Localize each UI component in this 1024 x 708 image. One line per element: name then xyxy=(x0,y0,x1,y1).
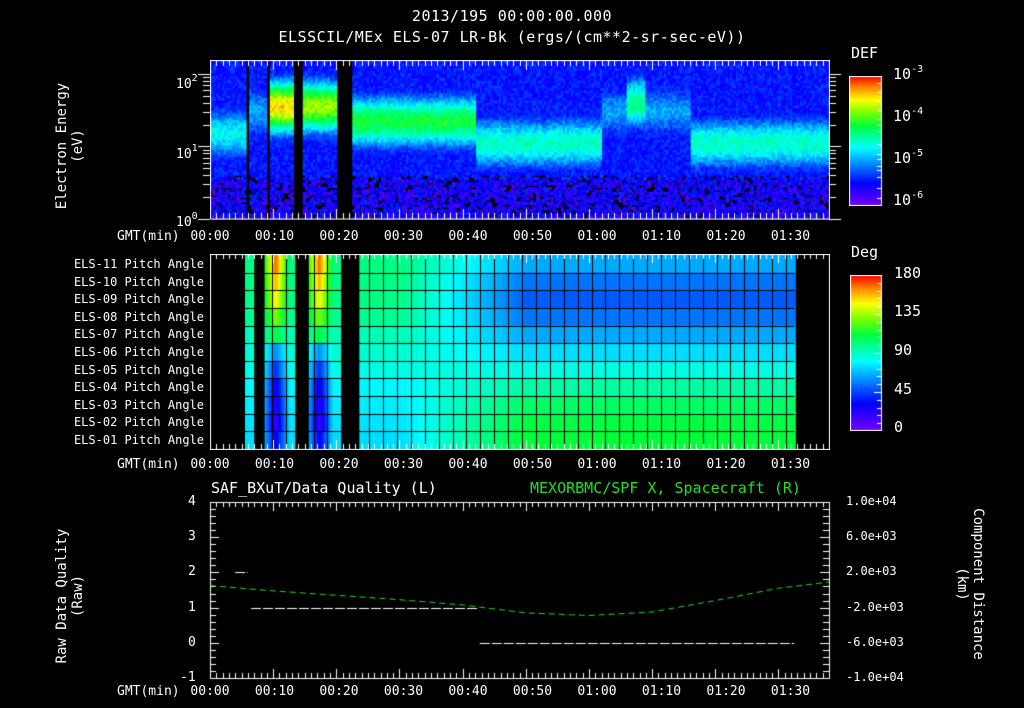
xtick-label: 00:30 xyxy=(383,684,424,699)
def-cbtick-1e-3: 10-3 xyxy=(893,64,924,83)
xtick-label: 01:00 xyxy=(577,684,617,699)
deg-colorbar xyxy=(850,275,884,431)
pitch-angle-row-label: ELS-01 Pitch Angle xyxy=(73,433,204,447)
xtick-label: 01:00 xyxy=(577,229,617,244)
def-cbtick-1e-6: 10-6 xyxy=(893,190,924,209)
energy-ylabel-line1: Electron Energy xyxy=(54,82,70,210)
deg-cbtick-135: 135 xyxy=(894,302,922,320)
data-quality-ylabel: Raw Data Quality (Raw) xyxy=(54,516,86,676)
xtick-label: 01:10 xyxy=(641,684,682,699)
data-quality-title: SAF_BXuT/Data Quality (L) xyxy=(211,479,437,497)
right-ytick-label: 2.0e+03 xyxy=(846,564,897,579)
xtick-label: 00:40 xyxy=(448,684,488,699)
xtick-label: 00:50 xyxy=(512,229,553,244)
xtick-label: 00:20 xyxy=(319,229,359,244)
component-distance-ylabel-line2: (km) xyxy=(954,567,970,601)
xtick-label: 00:00 xyxy=(190,684,230,699)
xtick-label: 01:20 xyxy=(706,684,746,699)
xtick-label: 01:30 xyxy=(770,457,811,472)
left-ytick-label: -1 xyxy=(180,670,196,685)
xtick-label: 00:40 xyxy=(448,457,488,472)
left-ytick-label: 0 xyxy=(188,634,196,650)
xtick-label: 01:20 xyxy=(706,457,746,472)
deg-colorbar-label: Deg xyxy=(851,243,879,261)
plot-date-time: 2013/195 00:00:00.000 xyxy=(411,7,613,25)
xtick-label: 00:20 xyxy=(319,457,359,472)
deg-cbtick-90: 90 xyxy=(894,341,913,359)
deg-cbtick-45: 45 xyxy=(894,380,913,398)
data-quality-ylabel-line2: (Raw) xyxy=(70,574,86,618)
right-ytick-label: 6.0e+03 xyxy=(846,529,897,544)
left-ytick-label: 4 xyxy=(188,494,196,509)
left-ytick-label: 3 xyxy=(188,529,196,545)
deg-cbtick-180: 180 xyxy=(894,264,922,282)
right-ytick-label: -6.0e+03 xyxy=(846,634,904,649)
line-xlabel: GMT(min) xyxy=(117,684,180,699)
def-colorbar-label: DEF xyxy=(851,44,879,62)
xtick-label: 00:30 xyxy=(383,457,424,472)
right-ytick-label: 1.0e+04 xyxy=(846,494,897,508)
xtick-label: 01:10 xyxy=(641,457,682,472)
pitch-angle-plot[interactable] xyxy=(210,254,830,450)
def-colorbar xyxy=(849,76,885,206)
right-ytick-label: -2.0e+03 xyxy=(846,599,904,614)
def-cbtick-1e-4: 10-4 xyxy=(893,106,924,125)
data-quality-plot[interactable] xyxy=(200,495,840,685)
xtick-label: 01:20 xyxy=(706,229,746,244)
pitch-angle-row-label: ELS-02 Pitch Angle xyxy=(73,415,204,430)
xtick-label: 00:00 xyxy=(190,457,230,472)
energy-spectrogram-plot[interactable] xyxy=(210,60,830,220)
xtick-label: 01:10 xyxy=(641,229,682,244)
energy-ylabel: Electron Energy (eV) xyxy=(54,66,86,226)
pitch-angle-row-label: ELS-06 Pitch Angle xyxy=(73,345,204,359)
deg-cbtick-0: 0 xyxy=(894,418,904,436)
def-cbtick-1e-5: 10-5 xyxy=(893,148,924,167)
xtick-label: 00:20 xyxy=(319,684,359,699)
plot-subtitle: ELSSCIL/MEx ELS-07 LR-Bk (ergs/(cm**2-sr… xyxy=(278,28,746,46)
energy-ylabel-line2: (eV) xyxy=(70,129,86,163)
xtick-label: 00:00 xyxy=(190,229,230,244)
xtick-label: 01:00 xyxy=(577,457,617,472)
xtick-label: 00:10 xyxy=(254,457,295,472)
energy-yaxis-ticks xyxy=(192,55,212,225)
spacecraft-x-title: MEXORBMC/SPF X, Spacecraft (R) xyxy=(530,479,801,497)
xtick-label: 00:50 xyxy=(512,684,553,699)
pitch-angle-row-label: ELS-08 Pitch Angle xyxy=(73,309,204,324)
xtick-label: 00:30 xyxy=(383,229,424,244)
xtick-label: 00:50 xyxy=(512,457,553,472)
pitch-angle-row-label: ELS-04 Pitch Angle xyxy=(73,380,204,395)
xtick-label: 00:10 xyxy=(254,684,295,699)
pitch-angle-row-label: ELS-09 Pitch Angle xyxy=(73,292,204,307)
pitch-xlabel: GMT(min) xyxy=(117,457,180,472)
left-ytick-label: 2 xyxy=(188,564,196,580)
xtick-label: 01:30 xyxy=(770,684,811,699)
component-distance-ylabel-line1: Component Distance xyxy=(970,508,986,660)
pitch-angle-row-label: ELS-07 Pitch Angle xyxy=(73,327,204,342)
pitch-angle-row-label: ELS-03 Pitch Angle xyxy=(73,397,204,412)
energy-xlabel: GMT(min) xyxy=(117,229,180,244)
pitch-angle-row-label: ELS-05 Pitch Angle xyxy=(73,362,204,377)
xtick-label: 00:40 xyxy=(448,229,488,244)
pitch-angle-row-label: ELS-11 Pitch Angle xyxy=(73,257,204,271)
right-ytick-label: -1.0e+04 xyxy=(846,670,904,684)
data-quality-ylabel-line1: Raw Data Quality xyxy=(54,528,70,664)
xtick-label: 01:30 xyxy=(770,229,811,244)
pitch-angle-row-label: ELS-10 Pitch Angle xyxy=(73,274,204,289)
component-distance-ylabel: Component Distance (km) xyxy=(954,484,986,684)
energy-yaxis-right-ticks xyxy=(829,55,849,225)
left-ytick-label: 1 xyxy=(188,599,196,615)
xtick-label: 00:10 xyxy=(254,229,295,244)
